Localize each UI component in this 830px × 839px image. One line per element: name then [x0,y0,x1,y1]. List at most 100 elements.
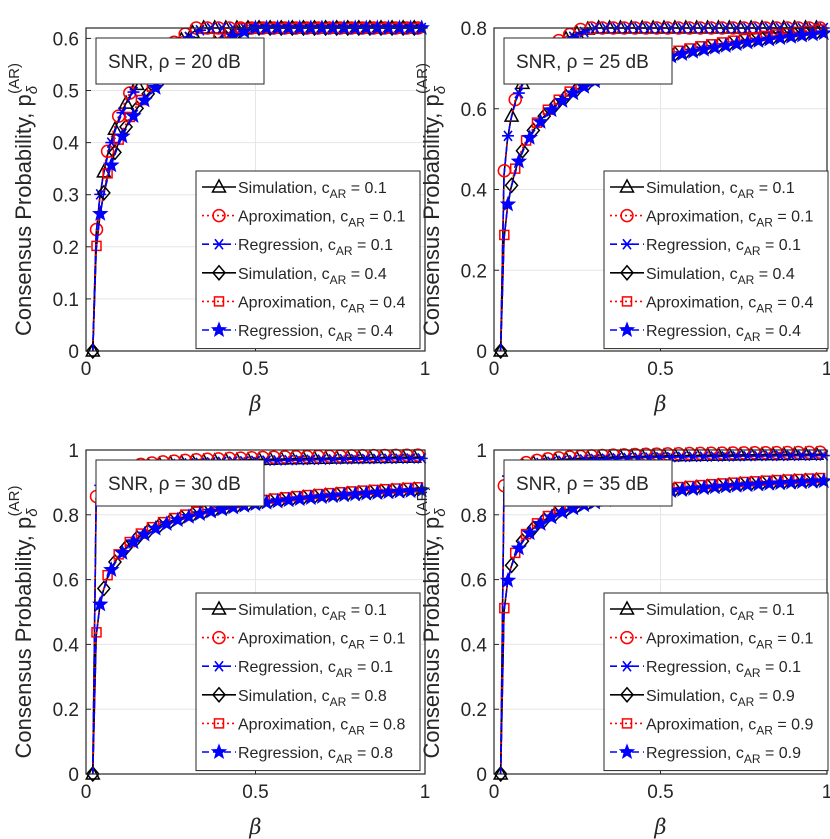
x-tick-label: 1 [822,782,830,803]
data-point [136,91,153,108]
text-part: Simulation, c [238,180,330,197]
legend-label: Regression, cAR = 0.4 [238,323,393,344]
y-tick-label: 1 [68,441,79,462]
text-part: = 0.1 [353,237,394,254]
x-tick-label: 1 [420,359,431,380]
y-tick-label: 0.6 [461,100,487,121]
legend-label: Simulation, cAR = 0.1 [646,602,795,623]
text-part: δ [432,508,449,517]
data-point [180,508,198,524]
text-part: Simulation, c [646,688,738,705]
data-point [158,515,175,531]
y-tick-label: 0.8 [53,506,79,527]
data-point [532,113,549,129]
text-part: AR [756,723,773,737]
data-point [510,539,528,556]
data-point [413,481,430,498]
data-point [413,19,430,35]
data-point [147,79,164,95]
data-point [687,451,700,463]
data-point [107,144,122,161]
text-part: Aproximation, c [646,716,756,733]
legend-marker [213,718,225,729]
text-part: Consensus Probability, p [419,94,444,336]
text-part: = 0.9 [773,716,814,733]
legend-label: Simulation, cAR = 0.8 [238,688,387,709]
data-point [554,92,571,108]
data-point [741,450,754,462]
legend-marker [212,686,226,703]
data-point [565,84,582,101]
text-part: Regression, c [646,659,744,676]
data-point [92,205,109,221]
text-part: AR [336,244,353,258]
x-tick-label: 1 [822,359,830,380]
y-tick-label: 0 [68,342,79,363]
text-part: = 0.1 [346,602,387,619]
legend-item: Simulation, cAR = 0.1 [610,178,795,201]
text-part: = 0.4 [365,294,406,311]
annotation-text: SNR, ρ = 35 dB [516,474,649,495]
data-point [304,454,317,466]
data-point [92,595,109,612]
data-point [674,45,691,61]
legend-item: Aproximation, cAR = 0.1 [202,209,406,230]
legend-marker [619,178,635,193]
data-point [578,26,591,38]
text-part: = 0.1 [761,237,802,254]
data-point [202,502,220,519]
legend-marker [621,660,633,672]
legend-marker [618,743,636,759]
text-part: (AR) [414,63,431,94]
y-tick-label: 0 [476,342,487,363]
text-part: Aproximation, c [646,294,756,311]
text-part: = 0.8 [346,688,387,705]
data-point [85,765,100,783]
y-tick-label: 0 [476,765,487,786]
text-part: = 0.1 [754,180,795,197]
legend-label: Aproximation, cAR = 0.8 [238,716,406,737]
data-point [492,342,509,357]
text-part: Simulation, c [238,688,330,705]
data-point [695,41,713,57]
text-part: Aproximation, c [238,631,348,648]
data-point [719,450,732,462]
legend-label: Aproximation, cAR = 0.1 [238,209,406,230]
text-part: AR [738,695,755,709]
text-part: = 0.4 [761,323,802,340]
data-point [521,524,538,541]
y-tick-label: 0.6 [53,571,79,592]
text-part: AR [348,216,365,230]
text-part: Simulation, c [646,602,738,619]
data-point [521,129,538,145]
data-point [543,508,560,525]
legend-marker [212,630,226,645]
legend-marker [213,660,225,672]
data-point [125,533,142,550]
text-part: = 0.8 [353,745,394,762]
legend-label: Aproximation, cAR = 0.1 [238,631,406,652]
text-part: AR [330,609,347,623]
y-tick-label: 0 [68,765,79,786]
legend-marker [620,686,634,703]
y-tick-label: 0.2 [53,700,79,721]
legend-label: Regression, cAR = 0.1 [646,659,801,680]
legend-item: Simulation, cAR = 0.1 [202,178,387,201]
y-tick-label: 0.4 [53,134,80,155]
text-part: = 0.1 [761,659,802,676]
legend-label: Aproximation, cAR = 0.4 [238,294,406,315]
data-point [282,454,295,466]
text-part: Regression, c [238,659,336,676]
x-axis-label: β [248,815,261,839]
data-point [85,342,101,357]
legend-box [195,170,421,350]
x-axis-label: β [248,392,261,416]
text-part: AR [330,273,347,287]
text-part: Regression, c [238,237,336,254]
data-point [125,107,142,123]
legend-item: Aproximation, cAR = 0.8 [202,716,406,737]
chart-panel-2: 0 0.5 1 0 0.2 0.4 0.6 0.8 β Consensus Probability… [414,19,830,416]
legend-marker [620,208,634,223]
legend-marker [211,600,227,615]
data-point [338,453,351,465]
